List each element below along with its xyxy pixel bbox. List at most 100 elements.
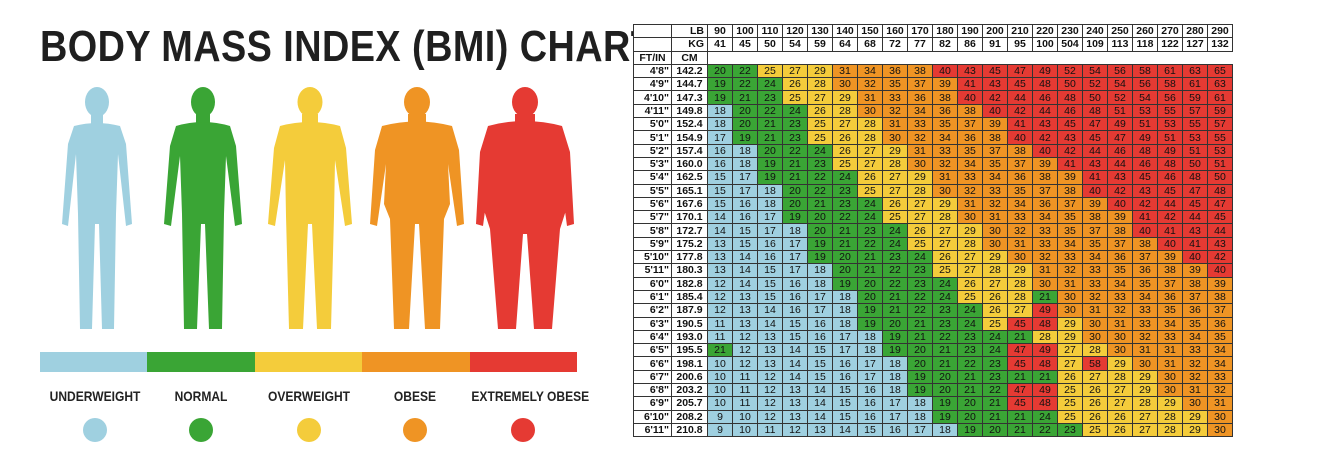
bmi-cell: 31 [1157, 343, 1183, 358]
bmi-cell: 31 [907, 143, 933, 158]
bmi-cell: 19 [757, 156, 783, 172]
bmi-cell: 33 [1132, 303, 1158, 318]
height-ftin-cell: 6'4" [633, 329, 672, 345]
bmi-cell: 19 [732, 130, 758, 145]
bmi-cell: 24 [932, 289, 958, 305]
bmi-cell: 13 [757, 343, 783, 358]
bmi-cell: 28 [807, 77, 833, 92]
height-cm-cell: 142.2 [671, 63, 708, 79]
bmi-cell: 33 [1157, 329, 1183, 345]
bmi-cell: 29 [932, 196, 958, 212]
bmi-cell: 9 [707, 409, 733, 424]
bmi-cell: 49 [1032, 383, 1058, 398]
bmi-cell: 31 [1132, 343, 1158, 358]
bmi-cell: 18 [907, 396, 933, 411]
bmi-cell: 45 [1007, 77, 1033, 92]
bmi-cell: 26 [1082, 396, 1108, 411]
bmi-cell: 20 [907, 343, 933, 358]
bmi-cell: 14 [757, 316, 783, 331]
bmi-cell: 22 [807, 170, 833, 185]
bmi-cell: 25 [1057, 396, 1083, 411]
header-lb-value: 90 [707, 23, 733, 39]
bmi-cell: 29 [1057, 329, 1083, 345]
bar-extremely-obese [469, 352, 578, 372]
table-row: 6'2" 187.9 12 13 14 16 17 18 19 21 22 23 24 26 27 49 30 3… [633, 303, 1233, 318]
bmi-cell: 14 [782, 356, 808, 371]
bmi-cell: 19 [907, 369, 933, 385]
bmi-cell: 33 [1032, 223, 1058, 238]
bmi-cell: 31 [932, 170, 958, 185]
bmi-cell: 31 [1207, 396, 1233, 411]
bmi-cell: 16 [832, 356, 858, 371]
bmi-cell: 19 [757, 170, 783, 185]
bmi-cell: 38 [1007, 143, 1033, 158]
bmi-cell: 33 [1132, 316, 1158, 331]
bmi-cell: 19 [882, 329, 908, 345]
header-lb-value: 180 [932, 23, 958, 39]
bmi-cell: 14 [732, 276, 758, 291]
bmi-cell: 30 [1082, 329, 1108, 345]
bmi-cell: 16 [782, 276, 808, 291]
bmi-cell: 34 [1032, 210, 1058, 225]
bmi-cell: 49 [1032, 303, 1058, 318]
bmi-cell: 23 [882, 250, 908, 265]
bmi-cell: 30 [982, 236, 1008, 252]
bmi-cell: 16 [882, 422, 908, 438]
bmi-cell: 27 [907, 196, 933, 212]
bar-underweight [40, 352, 148, 372]
bmi-cell: 27 [907, 210, 933, 225]
bmi-cell: 51 [1107, 103, 1133, 119]
header-lb-value: 160 [882, 23, 908, 39]
bmi-cell: 34 [1007, 196, 1033, 212]
header-kg-value: 122 [1157, 37, 1183, 52]
bmi-cell: 20 [732, 117, 758, 132]
bmi-cell: 38 [1082, 210, 1108, 225]
dot-overweight [297, 418, 321, 442]
height-cm-cell: 149.8 [671, 103, 708, 119]
bmi-cell: 16 [757, 250, 783, 265]
bmi-cell: 21 [807, 196, 833, 212]
bmi-cell: 48 [1032, 396, 1058, 411]
bmi-cell: 42 [982, 90, 1008, 105]
header-kg-value: 109 [1082, 37, 1108, 52]
bmi-cell: 17 [807, 303, 833, 318]
bmi-cell: 37 [1007, 156, 1033, 172]
bmi-cell: 26 [782, 77, 808, 92]
bmi-cell: 45 [1157, 183, 1183, 198]
bmi-cell: 29 [882, 143, 908, 158]
bmi-cell: 51 [1157, 130, 1183, 145]
bmi-cell: 32 [857, 77, 883, 92]
bmi-cell: 56 [1132, 77, 1158, 92]
height-cm-cell: 170.1 [671, 210, 708, 225]
bmi-cell: 45 [1082, 130, 1108, 145]
bmi-cell: 42 [1157, 210, 1183, 225]
bmi-cell: 37 [1082, 223, 1108, 238]
height-cm-cell: 203.2 [671, 383, 708, 398]
bmi-cell: 38 [1182, 276, 1208, 291]
bmi-cell: 34 [1207, 356, 1233, 371]
bmi-cell: 11 [707, 329, 733, 345]
bmi-cell: 31 [1082, 303, 1108, 318]
bmi-cell: 27 [1007, 303, 1033, 318]
bmi-cell: 59 [1207, 103, 1233, 119]
bmi-cell: 35 [1182, 316, 1208, 331]
bmi-cell: 19 [932, 409, 958, 424]
category-color-bar [40, 352, 578, 372]
bmi-cell: 51 [1207, 156, 1233, 172]
bmi-cell: 53 [1132, 103, 1158, 119]
bmi-cell: 30 [1082, 316, 1108, 331]
header-lb-value: 150 [857, 23, 883, 39]
bmi-cell: 16 [782, 303, 808, 318]
bmi-cell: 18 [907, 409, 933, 424]
bmi-cell: 11 [732, 396, 758, 411]
bmi-cell: 25 [932, 263, 958, 278]
bmi-cell: 52 [1107, 90, 1133, 105]
bmi-cell: 34 [1057, 236, 1083, 252]
bmi-cell: 30 [1132, 356, 1158, 371]
bmi-cell: 54 [1082, 63, 1108, 79]
bmi-cell: 21 [882, 303, 908, 318]
figure-obese-icon [370, 87, 464, 329]
bmi-cell: 23 [982, 356, 1008, 371]
bmi-cell: 36 [1157, 289, 1183, 305]
bmi-cell: 19 [782, 210, 808, 225]
